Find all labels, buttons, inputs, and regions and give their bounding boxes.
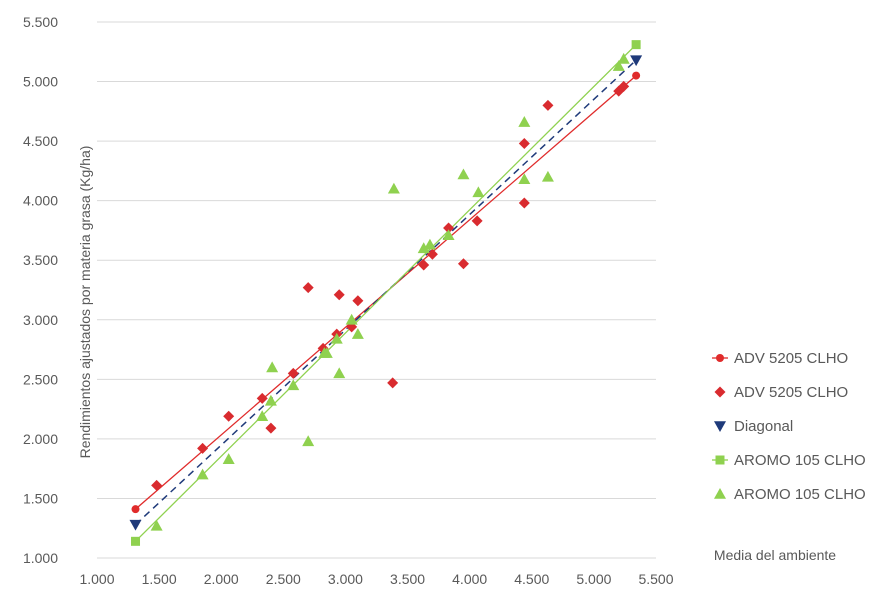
data-point xyxy=(417,242,430,254)
y-tick-label: 3.500 xyxy=(23,252,58,268)
data-point xyxy=(266,361,279,373)
data-point xyxy=(472,186,485,198)
data-point xyxy=(223,410,235,422)
y-tick-label: 1.500 xyxy=(23,490,58,506)
legend: ADV 5205 CLHO ADV 5205 CLHO Diagonal AROMO … xyxy=(712,350,866,503)
data-point xyxy=(518,137,530,149)
data-point xyxy=(418,259,430,271)
data-point xyxy=(222,453,235,464)
line-end-marker xyxy=(131,505,140,514)
data-point xyxy=(443,222,455,234)
data-point xyxy=(287,367,299,379)
data-point xyxy=(302,435,315,447)
series-lines xyxy=(134,44,637,542)
data-point xyxy=(541,170,554,182)
data-point xyxy=(333,367,346,379)
data-point xyxy=(287,379,300,391)
x-tick-label: 5.500 xyxy=(638,571,673,587)
y-tick-label: 4.000 xyxy=(23,193,58,209)
x-tick-label: 4.500 xyxy=(514,571,549,587)
line-end-marker xyxy=(131,536,141,546)
data-point xyxy=(618,80,630,92)
line-end-marker xyxy=(632,71,641,80)
data-point xyxy=(612,60,625,71)
data-point xyxy=(457,258,469,270)
legend-label: AROMO 105 CLHO xyxy=(734,486,866,503)
gridlines xyxy=(97,21,656,559)
y-tick-label: 5.500 xyxy=(23,14,58,30)
data-point xyxy=(518,116,531,127)
y-tick-label: 4.500 xyxy=(23,133,58,149)
line-end-marker xyxy=(631,40,641,50)
data-point xyxy=(196,468,209,480)
line-end-marker xyxy=(630,55,643,67)
data-point xyxy=(150,519,163,531)
x-tick-label: 5.000 xyxy=(576,571,611,587)
data-point xyxy=(265,422,277,434)
data-point xyxy=(457,168,470,180)
data-point xyxy=(197,442,209,454)
y-tick-label: 3.000 xyxy=(23,312,58,328)
data-point xyxy=(320,347,333,358)
y-tick-label: 2.000 xyxy=(23,431,58,447)
data-point xyxy=(264,394,277,406)
legend-marker xyxy=(715,455,725,465)
data-point xyxy=(423,238,436,250)
legend-label: AROMO 105 CLHO xyxy=(734,452,866,469)
legend-label: Diagonal xyxy=(734,418,793,435)
y-tick-label: 2.500 xyxy=(23,371,58,387)
data-point xyxy=(387,377,399,389)
data-point xyxy=(333,289,345,301)
y-tick-label: 1.000 xyxy=(23,550,58,566)
x-tick-label: 2.500 xyxy=(266,571,301,587)
data-point xyxy=(330,332,343,344)
data-point xyxy=(617,52,630,64)
y-tick-label: 5.000 xyxy=(23,74,58,90)
series-line xyxy=(135,44,637,542)
x-tick-label: 3.000 xyxy=(328,571,363,587)
line-end-marker xyxy=(129,519,142,531)
data-point xyxy=(256,392,268,404)
data-point xyxy=(471,215,483,227)
data-point xyxy=(151,479,163,491)
data-point xyxy=(345,313,358,325)
legend-marker xyxy=(714,421,726,432)
x-tick-label: 2.000 xyxy=(204,571,239,587)
y-axis-tick-labels: 1.000 1.500 2.000 2.500 3.000 3.500 4.000 4.500… xyxy=(23,14,58,566)
x-tick-label: 1.500 xyxy=(142,571,177,587)
x-axis-tick-labels: 1.000 1.500 2.000 2.500 3.000 3.500 4.000 4.500… xyxy=(79,571,673,587)
series-points xyxy=(129,40,643,546)
x-axis-title: Media del ambiente xyxy=(714,547,836,563)
data-point xyxy=(256,410,269,422)
data-point xyxy=(352,295,364,307)
data-point xyxy=(518,197,530,209)
data-point xyxy=(442,229,455,241)
data-point xyxy=(426,248,438,260)
x-tick-label: 1.000 xyxy=(79,571,114,587)
data-point xyxy=(387,182,400,194)
legend-marker xyxy=(714,386,726,398)
legend-label: ADV 5205 CLHO xyxy=(734,350,848,367)
data-point xyxy=(302,282,314,294)
x-tick-label: 3.500 xyxy=(390,571,425,587)
data-point xyxy=(542,99,554,111)
x-tick-label: 4.000 xyxy=(452,571,487,587)
y-axis-title: Rendimientos ajustados por materia grasa… xyxy=(77,146,93,459)
legend-marker xyxy=(714,488,726,499)
data-point xyxy=(518,173,531,185)
legend-marker xyxy=(716,354,724,362)
data-point xyxy=(351,328,364,339)
legend-label: ADV 5205 CLHO xyxy=(734,384,848,401)
